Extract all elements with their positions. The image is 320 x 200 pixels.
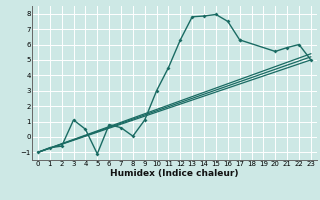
X-axis label: Humidex (Indice chaleur): Humidex (Indice chaleur) [110,169,239,178]
